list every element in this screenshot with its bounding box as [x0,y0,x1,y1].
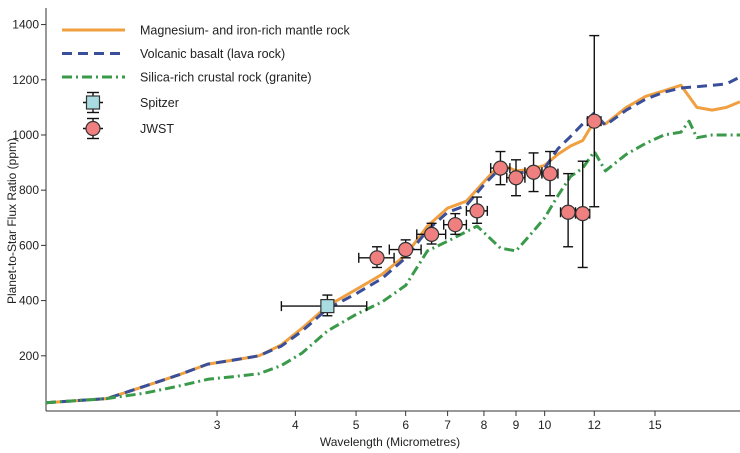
data-point [586,34,602,208]
x-tick-label: 8 [481,418,488,432]
jwst-marker [85,120,101,137]
data-point [559,172,577,248]
y-tick-label: 400 [19,294,39,308]
x-tick-label: 4 [292,418,299,432]
x-axis-label: Wavelength (Micrometres) [320,435,460,449]
x-tick-label: 5 [353,418,360,432]
data-point [524,152,543,193]
jwst-marker [525,164,542,180]
y-tick-label: 600 [19,238,39,252]
jwst-marker [508,170,524,186]
data-point [489,150,511,186]
legend-marker [83,91,103,114]
spitzer-marker [320,299,335,314]
jwst-marker [369,250,385,266]
legend: Magnesium- and iron-rich mantle rock Volc… [62,24,351,140]
legend-label: Silica-rich crustal rock (granite) [140,71,312,85]
y-tick-label: 1200 [12,73,39,87]
jwst-marker [560,204,576,220]
data-point [358,246,395,269]
data-point [574,160,591,269]
jwst-marker [424,226,440,242]
legend-label: Volcanic basalt (lava rock) [140,47,285,61]
jwst-marker [542,166,558,182]
spitzer-marker [85,95,101,110]
y-tick-label: 1000 [12,128,39,142]
data-point [541,150,559,197]
x-tick-label: 6 [402,418,409,432]
observations [280,34,602,317]
data-point [416,222,447,245]
series-line [45,75,740,405]
x-tick-label: 10 [538,418,552,432]
plot-frame [45,8,740,412]
y-axis-label: Planet-to-Star Flux Ratio (ppm) [5,138,19,304]
data-point [465,196,489,225]
jwst-marker [492,160,509,176]
legend-marker [83,117,103,140]
legend-label: Spitzer [140,96,179,110]
data-point [388,239,422,259]
jwst-marker [586,113,602,129]
x-tick-label: 15 [648,418,662,432]
x-tick-label: 3 [214,418,221,432]
x-axis-ticks: 3 4 5 6 7 8 9 10 12 15 [214,411,662,432]
model-lines [45,75,740,405]
y-tick-label: 800 [19,183,39,197]
jwst-marker [469,203,485,219]
legend-label: Magnesium- and iron-rich mantle rock [140,24,351,38]
y-tick-label: 1400 [12,18,39,32]
series-line [45,119,740,405]
data-point [442,212,468,236]
x-tick-label: 7 [444,418,451,432]
x-tick-label: 12 [588,418,602,432]
jwst-marker [398,241,414,258]
x-tick-label: 9 [513,418,520,432]
series-line [45,83,740,405]
data-point [280,294,368,317]
jwst-marker [447,217,463,233]
y-axis-ticks: 200 400 600 800 1000 1200 1400 [12,18,46,363]
jwst-marker [575,206,591,222]
legend-label: JWST [140,122,174,136]
y-tick-label: 200 [19,349,39,363]
